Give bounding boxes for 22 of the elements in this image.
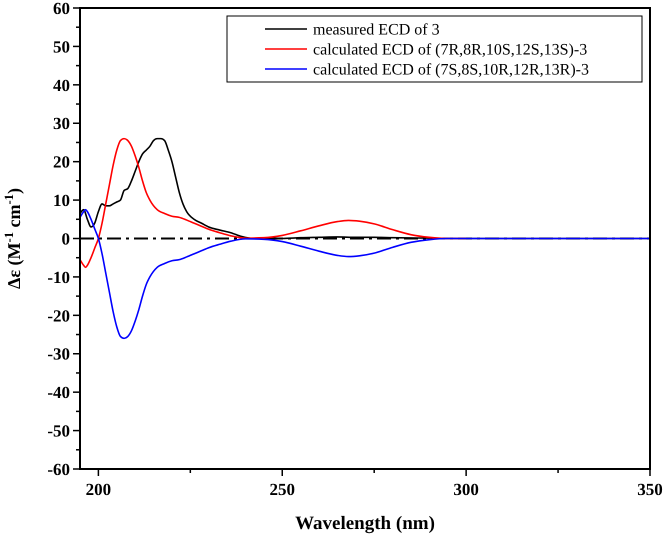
x-axis-title: Wavelength (nm) (295, 513, 435, 534)
y-tick-label: 20 (53, 152, 70, 172)
x-tick-label: 350 (637, 480, 663, 499)
legend-label: calculated ECD of (7R,8R,10S,12S,13S)-3 (313, 42, 588, 59)
line-series (79, 208, 651, 340)
y-tick-label: 50 (53, 37, 70, 56)
y-tick-label: -20 (47, 306, 70, 326)
y-tick-label: -30 (47, 344, 70, 364)
y-tick-label: 40 (53, 76, 70, 95)
legend-label: calculated ECD of (7S,8S,10R,12R,13R)-3 (313, 62, 589, 79)
y-tick-label: -10 (47, 268, 70, 287)
y-tick-label: 60 (53, 0, 70, 18)
legend-label: measured ECD of 3 (313, 22, 440, 39)
y-tick-label: -50 (47, 422, 70, 441)
y-tick-label: 10 (53, 191, 70, 210)
y-tick-label: -60 (47, 460, 70, 479)
x-tick-label: 200 (86, 480, 112, 499)
y-tick-label: 0 (62, 229, 70, 248)
y-tick-label: 30 (53, 114, 70, 134)
y-tick-label: -40 (47, 383, 70, 402)
x-tick-label: 250 (270, 480, 296, 499)
x-tick-label: 300 (453, 480, 479, 499)
